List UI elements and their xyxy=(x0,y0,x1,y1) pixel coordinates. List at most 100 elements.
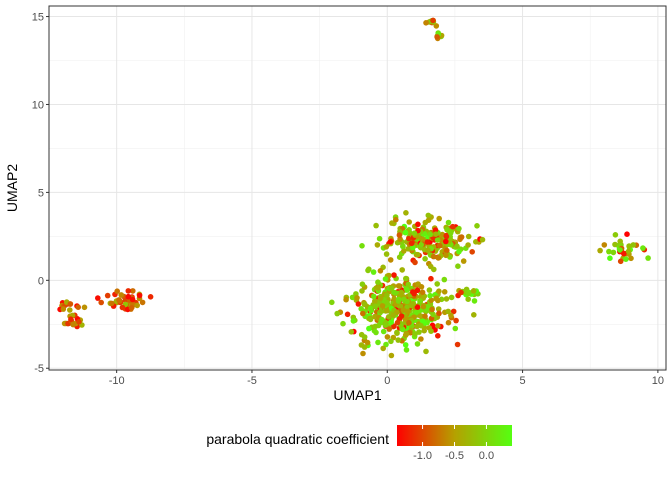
scatter-point xyxy=(465,242,471,248)
scatter-point xyxy=(436,215,443,222)
scatter-point xyxy=(425,305,431,311)
plot-panel xyxy=(49,6,666,370)
scatter-point xyxy=(405,281,412,288)
scatter-point xyxy=(453,317,459,324)
scatter-point xyxy=(358,331,365,338)
x-tick-label: -10 xyxy=(109,375,125,387)
scatter-point xyxy=(393,216,399,223)
scatter-point xyxy=(377,308,384,315)
scatter-point xyxy=(425,247,431,254)
scatter-point xyxy=(67,307,73,313)
scatter-point xyxy=(98,299,104,306)
scatter-point xyxy=(368,307,375,314)
scatter-point xyxy=(402,229,409,236)
scatter-point xyxy=(391,323,397,330)
scatter-point xyxy=(443,238,449,245)
scatter-point xyxy=(374,242,381,248)
plot-border xyxy=(48,5,667,371)
scatter-point xyxy=(414,287,421,294)
scatter-point xyxy=(116,298,123,304)
scatter-point xyxy=(384,334,391,340)
scatter-point xyxy=(427,292,433,299)
scatter-point xyxy=(125,293,132,300)
y-axis-title: UMAP2 xyxy=(4,164,20,212)
scatter-point xyxy=(404,287,410,293)
scatter-point xyxy=(377,295,384,301)
scatter-point xyxy=(422,255,428,262)
scatter-point xyxy=(408,240,415,247)
scatter-point xyxy=(419,317,426,324)
scatter-point xyxy=(379,316,385,323)
scatter-point xyxy=(419,289,426,296)
scatter-point xyxy=(376,235,383,242)
scatter-point xyxy=(361,301,368,308)
scatter-point xyxy=(397,303,404,310)
scatter-point xyxy=(447,230,454,236)
scatter-point xyxy=(456,225,462,232)
scatter-point xyxy=(418,284,425,290)
scatter-point xyxy=(387,257,394,263)
scatter-point xyxy=(458,289,464,296)
scatter-point xyxy=(370,269,377,275)
scatter-point xyxy=(401,248,407,254)
scatter-point xyxy=(385,314,392,320)
scatter-point xyxy=(75,304,81,311)
scatter-point xyxy=(410,244,416,251)
scatter-point xyxy=(415,221,421,228)
grid-minor xyxy=(48,6,666,370)
scatter-point xyxy=(388,352,395,359)
scatter-point xyxy=(418,242,425,248)
scatter-point xyxy=(435,323,441,329)
scatter-point xyxy=(607,255,613,261)
scatter-point xyxy=(612,241,618,248)
scatter-point xyxy=(425,212,432,219)
scatter-point xyxy=(334,310,341,317)
scatter-point xyxy=(414,341,421,347)
scatter-point xyxy=(372,323,379,330)
scatter-point xyxy=(412,259,418,266)
scatter-point xyxy=(389,220,395,226)
scatter-point xyxy=(384,292,390,299)
scatter-point xyxy=(380,328,387,335)
scatter-point xyxy=(379,303,386,309)
scatter-point xyxy=(118,292,124,298)
scatter-point xyxy=(433,23,440,29)
scatter-point xyxy=(386,272,392,279)
scatter-point xyxy=(383,251,390,257)
scatter-point xyxy=(348,329,355,335)
scatter-point xyxy=(382,276,389,282)
scatter-point xyxy=(371,293,377,300)
scatter-point xyxy=(430,311,436,318)
scatter-point xyxy=(428,275,434,282)
legend-tick-label: 0.0 xyxy=(479,450,494,462)
scatter-point xyxy=(400,307,407,313)
scatter-point xyxy=(119,304,126,311)
scatter-point xyxy=(388,285,395,292)
scatter-point xyxy=(395,298,402,304)
legend-colorbar xyxy=(397,425,512,446)
grid-major xyxy=(49,6,666,370)
scatter-point xyxy=(384,299,390,306)
scatter-point xyxy=(628,255,634,262)
scatter-point xyxy=(443,252,449,259)
scatter-point xyxy=(437,242,443,249)
scatter-point xyxy=(130,288,136,294)
scatter-point xyxy=(435,333,441,339)
scatter-point xyxy=(443,233,450,240)
scatter-point xyxy=(360,350,366,357)
scatter-point xyxy=(444,247,450,254)
scatter-point xyxy=(391,296,398,302)
scatter-point xyxy=(417,298,423,304)
scatter-point xyxy=(445,319,452,326)
scatter-point xyxy=(350,318,357,324)
scatter-point xyxy=(358,306,365,312)
x-tick-label: 10 xyxy=(652,375,664,387)
scatter-point xyxy=(465,290,472,297)
scatter-point xyxy=(375,285,381,291)
scatter-point xyxy=(395,283,402,289)
scatter-point xyxy=(403,331,410,337)
y-tick-label: -5 xyxy=(34,363,44,375)
scatter-point xyxy=(465,296,472,303)
scatter-point xyxy=(375,279,381,286)
